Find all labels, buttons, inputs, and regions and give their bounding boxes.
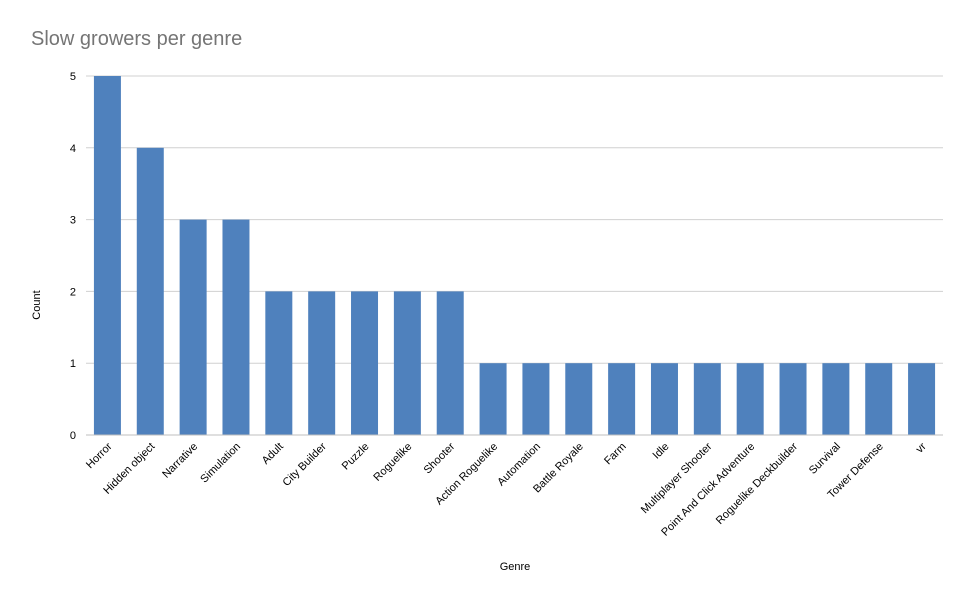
y-tick-label: 4 — [70, 143, 76, 155]
x-tick-label: Roguelike Deckbuilder — [714, 440, 801, 527]
bar — [779, 363, 807, 435]
x-tick-label: vr — [914, 440, 929, 455]
bar — [436, 291, 464, 435]
bars — [93, 76, 936, 436]
x-tick-label: Adult — [260, 441, 286, 467]
y-tick-label: 3 — [70, 215, 76, 227]
bar — [179, 219, 207, 435]
bar — [693, 363, 721, 435]
gridlines — [86, 75, 943, 364]
bar — [908, 363, 936, 435]
bar — [308, 291, 336, 435]
bar — [265, 291, 293, 435]
x-tick-label: Simulation — [198, 441, 243, 486]
bar — [351, 291, 379, 435]
x-tick-label: City Builder — [281, 440, 329, 488]
bar — [222, 219, 250, 435]
y-tick-label: 0 — [70, 430, 76, 442]
y-tick-label: 5 — [70, 71, 76, 83]
x-tick-label: Farm — [602, 441, 629, 468]
bar — [93, 76, 121, 435]
y-tick-labels: 0 1 2 3 4 5 — [70, 71, 76, 442]
x-tick-label: Roguelike — [371, 441, 414, 484]
x-tick-label: Narrative — [160, 441, 200, 481]
bar — [479, 363, 507, 435]
bar — [522, 363, 550, 435]
bar — [136, 147, 164, 436]
bar — [565, 363, 593, 435]
bar — [865, 363, 893, 435]
bar — [608, 363, 636, 435]
x-tick-label: Shooter — [422, 440, 458, 476]
x-tick-label: Survival — [807, 441, 843, 477]
y-tick-label: 1 — [70, 358, 76, 370]
x-tick-label: Multiplayer Shooter — [639, 440, 715, 516]
y-axis-label: Count — [31, 290, 43, 319]
x-tick-label: Puzzle — [340, 441, 372, 473]
bar — [393, 291, 421, 435]
y-tick-label: 2 — [70, 286, 76, 298]
x-tick-label: Horror — [84, 440, 115, 471]
bar — [822, 363, 850, 435]
x-axis-label: Genre — [500, 561, 531, 573]
chart-title: Slow growers per genre — [31, 28, 243, 50]
bar — [736, 363, 764, 435]
bar — [650, 363, 678, 435]
x-tick-label: Idle — [651, 441, 672, 462]
